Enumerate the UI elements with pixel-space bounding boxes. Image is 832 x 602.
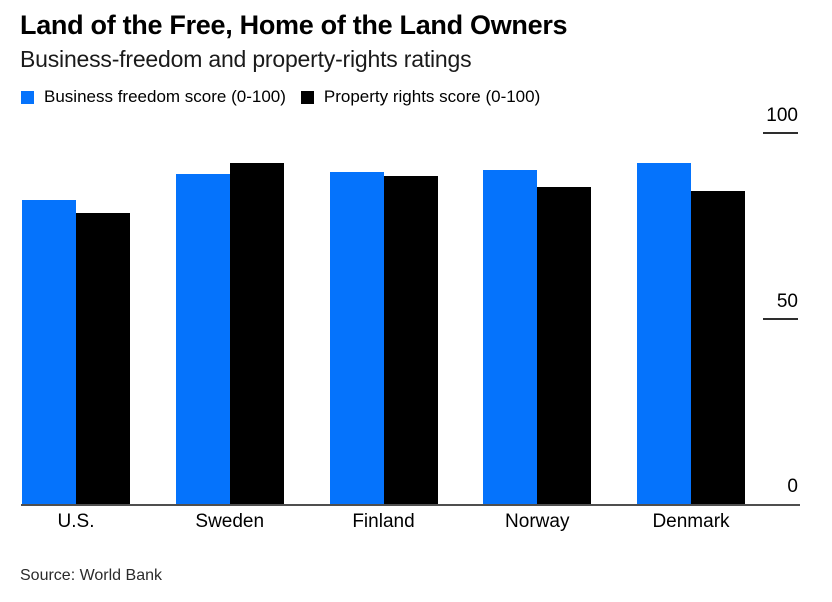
legend-item-property-rights: Property rights score (0-100) [300, 87, 541, 107]
chart-legend: Business freedom score (0-100) Property r… [21, 87, 540, 107]
source-note: Source: World Bank [20, 567, 162, 584]
legend-swatch-icon [300, 90, 314, 104]
bar-norway-property-rights [537, 186, 592, 504]
bar-finland-business-freedom [329, 171, 384, 504]
y-axis-tick-50 [763, 317, 798, 320]
bar-sweden-property-rights [229, 162, 284, 504]
x-axis-line [21, 504, 800, 506]
bar-finland-property-rights [383, 175, 438, 504]
x-axis-label-norway: Norway [505, 511, 570, 532]
bar-norway-business-freedom [483, 170, 538, 504]
legend-swatch-icon [21, 90, 34, 104]
x-axis-label-finland: Finland [352, 511, 415, 532]
x-axis-label-denmark: Denmark [652, 511, 730, 532]
y-axis-label-50: 50 [776, 290, 798, 312]
bar-u-s-property-rights [76, 212, 130, 504]
chart-title: Land of the Free, Home of the Land Owner… [20, 10, 568, 40]
y-axis-label-100: 100 [766, 105, 798, 126]
legend-label: Property rights score (0-100) [323, 87, 541, 106]
x-axis-label-u-s: U.S. [57, 511, 95, 532]
bar-u-s-business-freedom [22, 199, 76, 504]
legend-item-business-freedom: Business freedom score (0-100) [21, 87, 286, 107]
bar-denmark-property-rights [691, 190, 745, 504]
chart-subtitle: Business-freedom and property-rights rat… [20, 46, 472, 72]
y-axis-label-0: 0 [787, 476, 798, 497]
y-axis-tick-100 [763, 132, 798, 134]
legend-label: Business freedom score (0-100) [44, 87, 286, 106]
bar-denmark-business-freedom [637, 162, 691, 504]
bar-sweden-business-freedom [175, 173, 230, 504]
x-axis-label-sweden: Sweden [195, 511, 265, 532]
